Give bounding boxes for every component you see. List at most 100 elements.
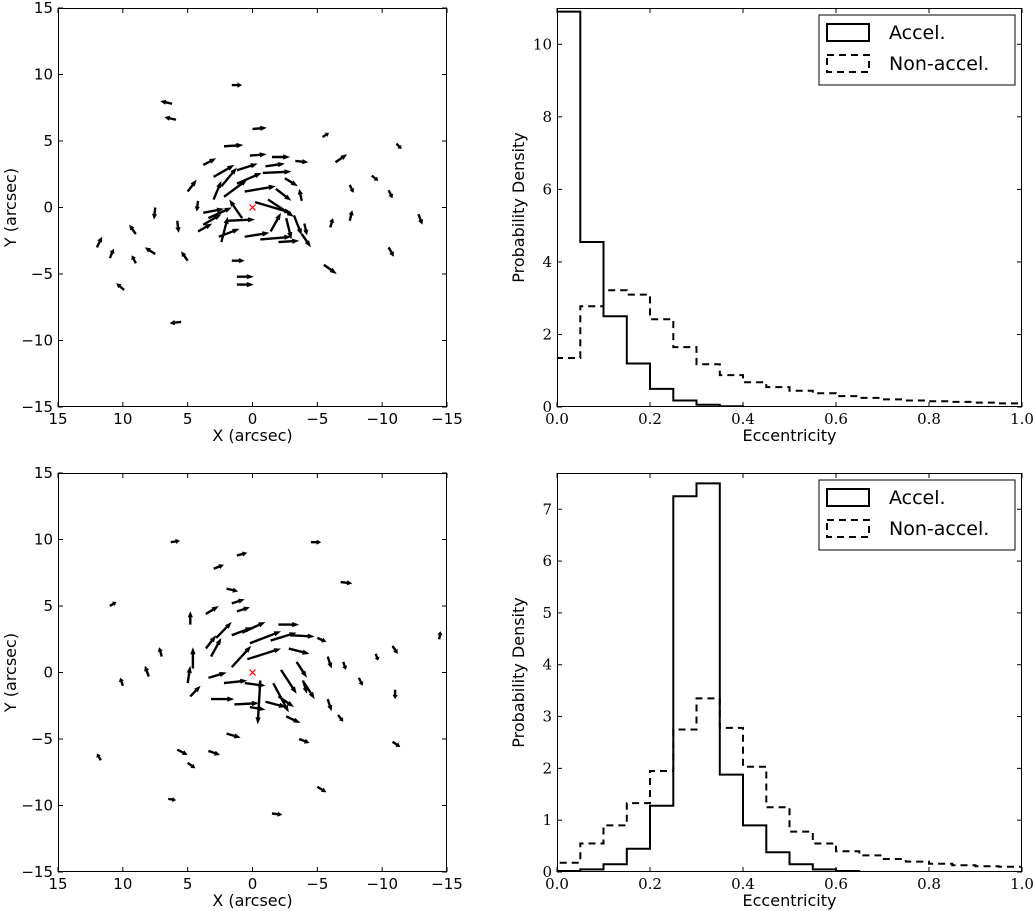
y-tick-label: 2 <box>542 759 552 777</box>
velocity-arrow <box>275 187 292 201</box>
velocity-arrow <box>295 159 309 165</box>
velocity-arrow <box>229 199 244 219</box>
center-marker <box>249 204 256 211</box>
velocity-arrow <box>170 538 180 544</box>
y-tick-label: 10 <box>533 35 552 53</box>
legend-label: Non-accel. <box>889 53 989 75</box>
velocity-arrow <box>303 682 315 700</box>
velocity-arrow <box>152 207 158 220</box>
velocity-arrow <box>291 633 315 639</box>
velocity-arrow <box>223 179 248 198</box>
velocity-arrow <box>316 785 327 793</box>
y-axis-label: Probability Density <box>509 597 528 748</box>
velocity-arrow <box>297 188 303 202</box>
legend-box <box>818 479 1016 551</box>
histogram-series-accel <box>557 482 1022 872</box>
velocity-arrow <box>247 648 281 661</box>
y-tick-label: 15 <box>34 464 53 482</box>
velocity-arrow <box>108 248 115 259</box>
vector-map-bottom: 15 10 5 0 −5 −10 −15 −15 −10 −5 0 5 10 15 X (arcsec) Y … <box>1 464 463 910</box>
velocity-arrow <box>300 233 311 248</box>
x-tick-label: 0 <box>248 410 258 428</box>
y-tick-label: 0 <box>43 199 53 217</box>
velocity-arrow <box>118 677 124 687</box>
x-tick-label: −10 <box>366 875 398 893</box>
legend-swatch <box>826 23 870 42</box>
velocity-arrow <box>272 154 291 160</box>
velocity-arrow <box>295 661 307 678</box>
x-tick-label: −5 <box>306 410 328 428</box>
velocity-arrow <box>277 695 294 708</box>
plot-area <box>95 82 424 326</box>
velocity-arrow <box>391 645 398 654</box>
x-tick-label: −15 <box>431 410 463 428</box>
velocity-arrow <box>95 236 103 248</box>
velocity-arrow <box>181 251 189 262</box>
legend-swatch <box>826 488 870 507</box>
velocity-arrow <box>236 282 254 288</box>
y-axis-label: Y (arcsec) <box>1 168 20 248</box>
velocity-arrow <box>205 606 219 615</box>
legend-label: Accel. <box>889 487 946 509</box>
x-tick-label: 1.0 <box>1010 410 1033 428</box>
velocity-arrow <box>278 238 300 244</box>
y-tick-label: 10 <box>34 531 53 549</box>
y-tick-label: −5 <box>31 730 53 748</box>
velocity-arrow <box>234 700 259 707</box>
plot-frame <box>557 473 1022 872</box>
velocity-arrow <box>236 606 250 613</box>
legend-box <box>818 14 1016 86</box>
x-tick-label: 0.6 <box>824 410 848 428</box>
velocity-arrow <box>391 740 401 747</box>
velocity-arrow <box>255 680 262 725</box>
y-tick-label: 0 <box>43 664 53 682</box>
velocity-arrow <box>329 218 335 228</box>
velocity-arrow <box>186 179 197 193</box>
x-tick-label: −5 <box>306 875 328 893</box>
vector-map-top: 15 10 5 0 −5 −10 −15 −15 −10 −5 0 5 10 15 X (arcsec) Y … <box>1 0 463 445</box>
y-tick-label: 6 <box>542 180 552 198</box>
velocity-arrow <box>244 231 270 238</box>
legend-swatch <box>826 519 870 538</box>
velocity-arrow <box>175 220 181 233</box>
velocity-arrow <box>326 656 333 669</box>
legend: Accel. Non-accel. <box>818 479 1016 551</box>
velocity-arrow <box>280 669 297 694</box>
velocity-arrow <box>231 258 245 264</box>
x-tick-label: 0 <box>248 875 258 893</box>
velocity-arrow <box>129 224 137 235</box>
velocity-arrow <box>226 732 241 739</box>
velocity-arrow <box>244 681 266 688</box>
velocity-arrow <box>96 753 102 761</box>
velocity-arrow <box>236 274 254 280</box>
histogram-series-non-accel <box>557 697 1022 872</box>
histogram-top: 0.0 0.2 0.4 0.6 0.8 1.0 0 2 4 6 8 10 Eccentricity Pro… <box>509 8 1033 445</box>
velocity-arrow <box>260 234 292 241</box>
x-axis-label: X (arcsec) <box>212 426 292 445</box>
x-tick-label: 0.4 <box>731 410 755 428</box>
plot-area <box>96 538 443 817</box>
velocity-arrow <box>168 797 176 803</box>
x-tick-label: −15 <box>431 875 463 893</box>
velocity-arrow <box>269 212 281 232</box>
velocity-arrow <box>223 142 244 149</box>
x-tick-label: 5 <box>183 410 193 428</box>
x-tick-label: 0.0 <box>545 410 569 428</box>
velocity-arrow <box>236 551 248 557</box>
velocity-arrow <box>230 645 252 668</box>
y-axis-label: Probability Density <box>509 132 528 283</box>
velocity-arrow <box>357 677 364 686</box>
y-tick-label: −15 <box>21 863 53 881</box>
velocity-arrow <box>210 637 222 658</box>
velocity-arrow <box>226 217 256 223</box>
plot-frame <box>557 8 1022 407</box>
velocity-arrow <box>202 158 217 166</box>
x-tick-label: 5 <box>183 875 193 893</box>
velocity-arrow <box>392 689 398 700</box>
velocity-arrow <box>241 622 266 634</box>
y-tick-label: 15 <box>34 0 53 17</box>
velocity-arrow <box>208 749 221 756</box>
velocity-arrow <box>340 580 353 586</box>
velocity-arrow <box>176 748 188 755</box>
